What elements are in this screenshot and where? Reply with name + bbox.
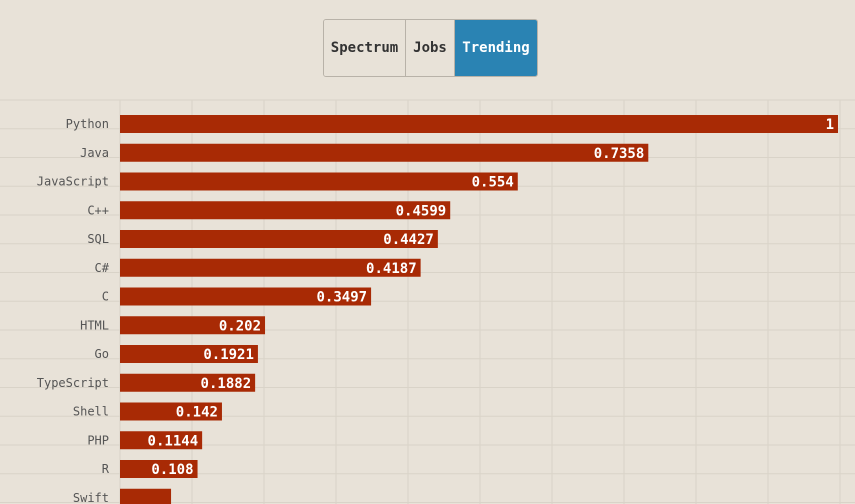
- category-label: SQL: [87, 232, 109, 246]
- category-label: C: [102, 290, 109, 304]
- bar[interactable]: [120, 402, 222, 421]
- tab-spectrum[interactable]: Spectrum: [324, 20, 406, 76]
- bar[interactable]: [120, 488, 172, 504]
- category-label: C#: [95, 261, 110, 275]
- value-label: 0.4599: [396, 203, 447, 219]
- bar[interactable]: [120, 431, 203, 450]
- value-label: 0.1144: [148, 433, 199, 449]
- category-label: Go: [95, 347, 109, 361]
- bar[interactable]: [120, 201, 451, 220]
- value-label: 1: [826, 117, 834, 133]
- bar[interactable]: [120, 287, 372, 306]
- bar[interactable]: [120, 258, 421, 277]
- value-label: 0.1921: [203, 347, 254, 363]
- value-label: 0.7358: [594, 146, 645, 162]
- value-label: 0.554: [472, 175, 514, 191]
- category-label: C++: [87, 203, 109, 217]
- value-label: 0.4187: [366, 261, 417, 277]
- bar[interactable]: [120, 230, 438, 248]
- bar[interactable]: [120, 316, 266, 335]
- tab-trending[interactable]: Trending: [455, 20, 537, 76]
- category-label: Shell: [73, 405, 109, 419]
- bar[interactable]: [120, 460, 198, 478]
- category-label: R: [102, 462, 110, 476]
- bar[interactable]: [120, 115, 838, 133]
- value-label: 0.4427: [383, 232, 434, 248]
- category-label: PHP: [87, 433, 109, 447]
- category-label: Java: [80, 146, 109, 160]
- value-label: 0.202: [219, 318, 261, 334]
- category-label: TypeScript: [37, 376, 109, 390]
- category-label: Swift: [73, 491, 109, 504]
- view-tabs: Spectrum Jobs Trending: [323, 19, 538, 77]
- value-label: 0.142: [176, 405, 218, 421]
- category-label: JavaScript: [37, 175, 109, 189]
- bar[interactable]: [120, 143, 649, 162]
- category-label: Python: [66, 117, 109, 131]
- value-label: 0.3497: [317, 290, 368, 306]
- tab-jobs[interactable]: Jobs: [406, 20, 455, 76]
- value-label: 0.108: [151, 462, 193, 478]
- bar[interactable]: [120, 345, 258, 363]
- bar[interactable]: [120, 172, 518, 191]
- bar[interactable]: [120, 373, 256, 392]
- category-label: HTML: [80, 318, 109, 332]
- value-label: 0.1882: [201, 376, 252, 392]
